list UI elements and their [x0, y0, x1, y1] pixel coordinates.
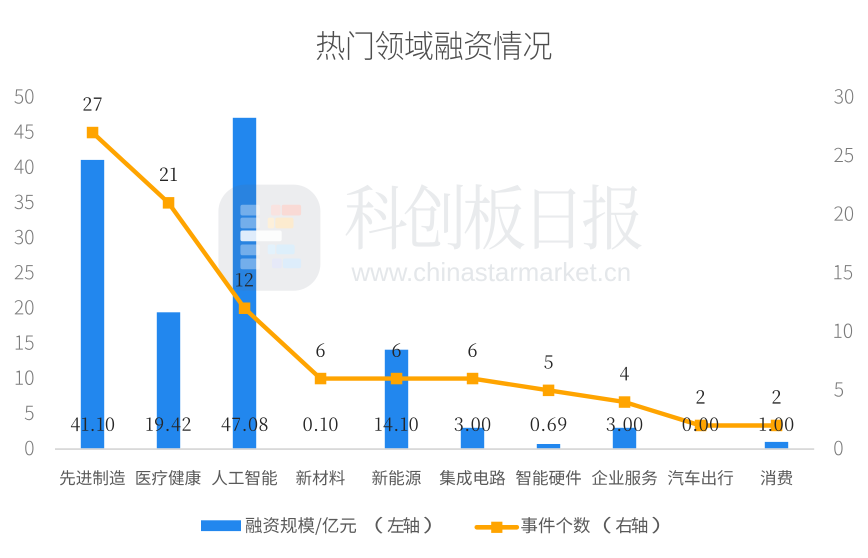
svg-text:www.chinastarmarket.cn: www.chinastarmarket.cn [351, 259, 632, 287]
